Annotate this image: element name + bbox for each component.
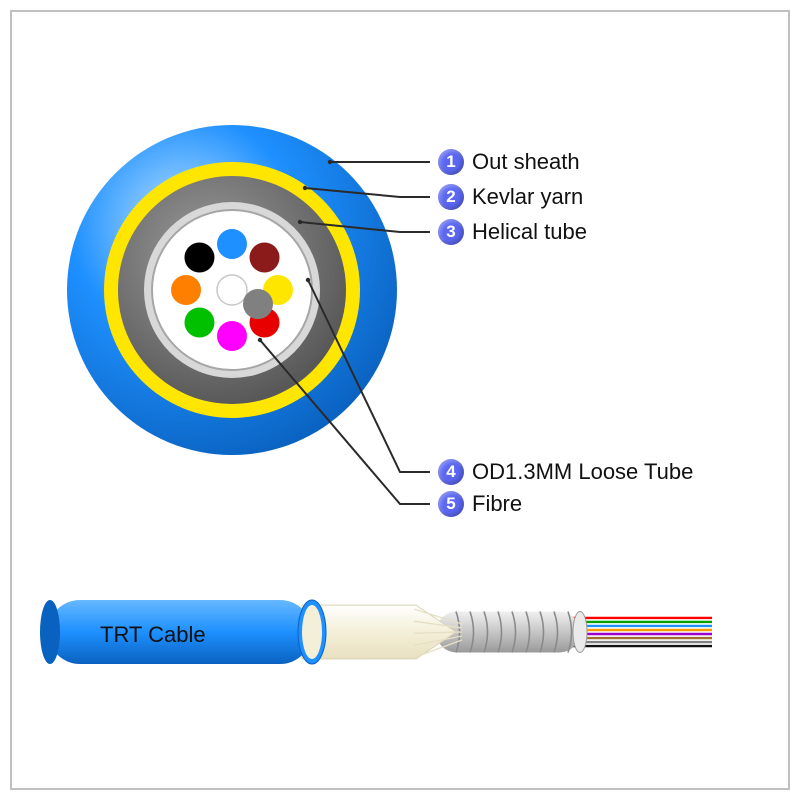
fibre	[171, 275, 201, 305]
side-sheath-cap-left	[40, 600, 60, 664]
fibre	[184, 308, 214, 338]
fibre	[250, 242, 280, 272]
label-row: 1 Out sheath	[438, 149, 580, 175]
leader-anchor	[298, 220, 302, 224]
side-view-label: TRT Cable	[100, 622, 206, 648]
label-row: 4 OD1.3MM Loose Tube	[438, 459, 693, 485]
label-bullet: 2	[438, 184, 464, 210]
side-sheath-cut-inner	[302, 605, 322, 659]
cross-section	[67, 125, 397, 455]
label-row: 5 Fibre	[438, 491, 522, 517]
label-bullet: 3	[438, 219, 464, 245]
label-text: Helical tube	[472, 219, 587, 245]
label-row: 2 Kevlar yarn	[438, 184, 583, 210]
fibre	[217, 229, 247, 259]
fibre-center	[217, 275, 247, 305]
label-bullet: 1	[438, 149, 464, 175]
label-text: OD1.3MM Loose Tube	[472, 459, 693, 485]
label-bullet: 5	[438, 491, 464, 517]
diagram-svg	[0, 0, 800, 800]
label-bullet: 4	[438, 459, 464, 485]
fibre-extra	[243, 289, 273, 319]
label-text: Fibre	[472, 491, 522, 517]
label-row: 3 Helical tube	[438, 219, 587, 245]
leader-anchor	[306, 278, 310, 282]
leader-anchor	[328, 160, 332, 164]
label-text: Kevlar yarn	[472, 184, 583, 210]
leader-anchor	[258, 338, 262, 342]
fibre	[217, 321, 247, 351]
label-text: Out sheath	[472, 149, 580, 175]
side-helix-cap	[573, 612, 587, 653]
leader-anchor	[303, 186, 307, 190]
fibre	[184, 242, 214, 272]
